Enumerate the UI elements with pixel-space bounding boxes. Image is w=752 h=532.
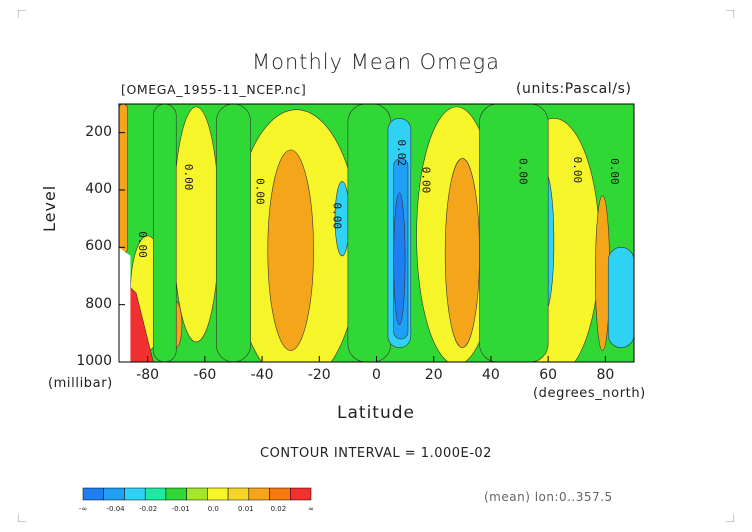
y-tick-label: 1000 (76, 353, 112, 369)
contour-label-0: 0.00 (136, 231, 149, 258)
file-label: [OMEGA_1955-11_NCEP.nc] (121, 82, 307, 97)
x-tick-label: -60 (193, 367, 217, 383)
contour-band-6 (479, 104, 549, 362)
x-tick-label: -80 (136, 367, 160, 383)
contour-labels: 0.00 0.00 0.00 0.00 0.02 0.00 0.00 0.00 0.00 (136, 139, 621, 257)
y-axis-unit-label: (millibar) (48, 376, 113, 391)
colorbar-swatch-1 (103, 487, 125, 501)
contour-label-7: 0.00 (571, 157, 584, 184)
contour-region-2 (173, 106, 220, 343)
y-tick-label: 800 (85, 295, 112, 312)
contour-label-5: 0.00 (419, 167, 432, 194)
colorbar-swatch-2 (124, 487, 146, 501)
contour-region-8 (444, 158, 480, 348)
x-tick-label: -40 (250, 367, 274, 383)
colorbar-swatch-3 (144, 487, 167, 501)
contour-band-3 (347, 104, 392, 362)
colorbar-swatch-10 (290, 487, 312, 501)
colorbar-swatch-6 (207, 487, 229, 501)
contour-band-1 (153, 104, 177, 362)
contour-core-blue (393, 192, 406, 326)
colorbar-swatch-8 (248, 487, 270, 501)
x-tick-label: 40 (482, 367, 500, 383)
contour-label-4: 0.02 (395, 139, 408, 166)
crop-mark-top-left (18, 10, 26, 18)
colorbar-swatch-5 (186, 487, 208, 501)
colorbar-label: ∞ (308, 505, 314, 513)
colorbar-label: -0.01 (171, 505, 190, 513)
contour-interval-label: CONTOUR INTERVAL = 1.000E-02 (260, 446, 492, 461)
chart-title: Monthly Mean Omega (251, 50, 501, 74)
axes (118, 103, 635, 363)
x-tick-label: 80 (596, 367, 615, 383)
crop-mark-bottom-right (726, 514, 734, 522)
contour-label-1: 0.00 (182, 164, 195, 191)
x-tick-label: 0 (372, 367, 381, 383)
mean-label: (mean) lon:0..357.5 (484, 490, 613, 504)
x-axis-label: Latitude (337, 403, 415, 423)
colorbar-swatch-9 (269, 487, 291, 501)
colorbar-label: -0.02 (139, 505, 158, 513)
y-axis-label: Level (40, 184, 59, 232)
colorbar-label: -0.04 (106, 505, 125, 513)
contour-label-6: 0.00 (517, 158, 530, 185)
colorbar-swatch-4 (165, 487, 187, 501)
colorbar-swatch-7 (227, 487, 250, 501)
y-tick-label: 200 (85, 123, 112, 140)
contour-fills (119, 104, 634, 362)
contour-label-2: 0.00 (253, 178, 266, 205)
colorbar-label: 0.01 (238, 505, 254, 513)
contour-label-3: 0.00 (331, 203, 344, 230)
contour-band-0 (119, 104, 128, 254)
colorbar-label: 0.0 (207, 505, 219, 513)
colorbar-swatch-0 (82, 487, 104, 501)
y-tick-label: 600 (85, 238, 112, 255)
contour-label-8: 0.00 (608, 158, 621, 185)
contour-region-5 (267, 149, 314, 351)
contour-band-7 (607, 247, 634, 348)
colorbar-label: 0.02 (270, 505, 287, 513)
crop-mark-top-right (726, 10, 734, 18)
x-axis-unit-label: (degrees_north) (533, 386, 646, 401)
x-tick-label: 60 (539, 367, 558, 383)
contour-region-11 (595, 195, 610, 351)
colorbar (82, 487, 312, 501)
colorbar-label: -∞ (78, 505, 88, 513)
x-tick-label: -20 (307, 367, 331, 383)
units-label: (units:Pascal/s) (516, 81, 632, 97)
y-tick-label: 400 (85, 181, 112, 197)
crop-mark-bottom-left (18, 514, 26, 522)
x-tick-label: 20 (424, 367, 443, 383)
contour-band-2 (215, 104, 251, 362)
